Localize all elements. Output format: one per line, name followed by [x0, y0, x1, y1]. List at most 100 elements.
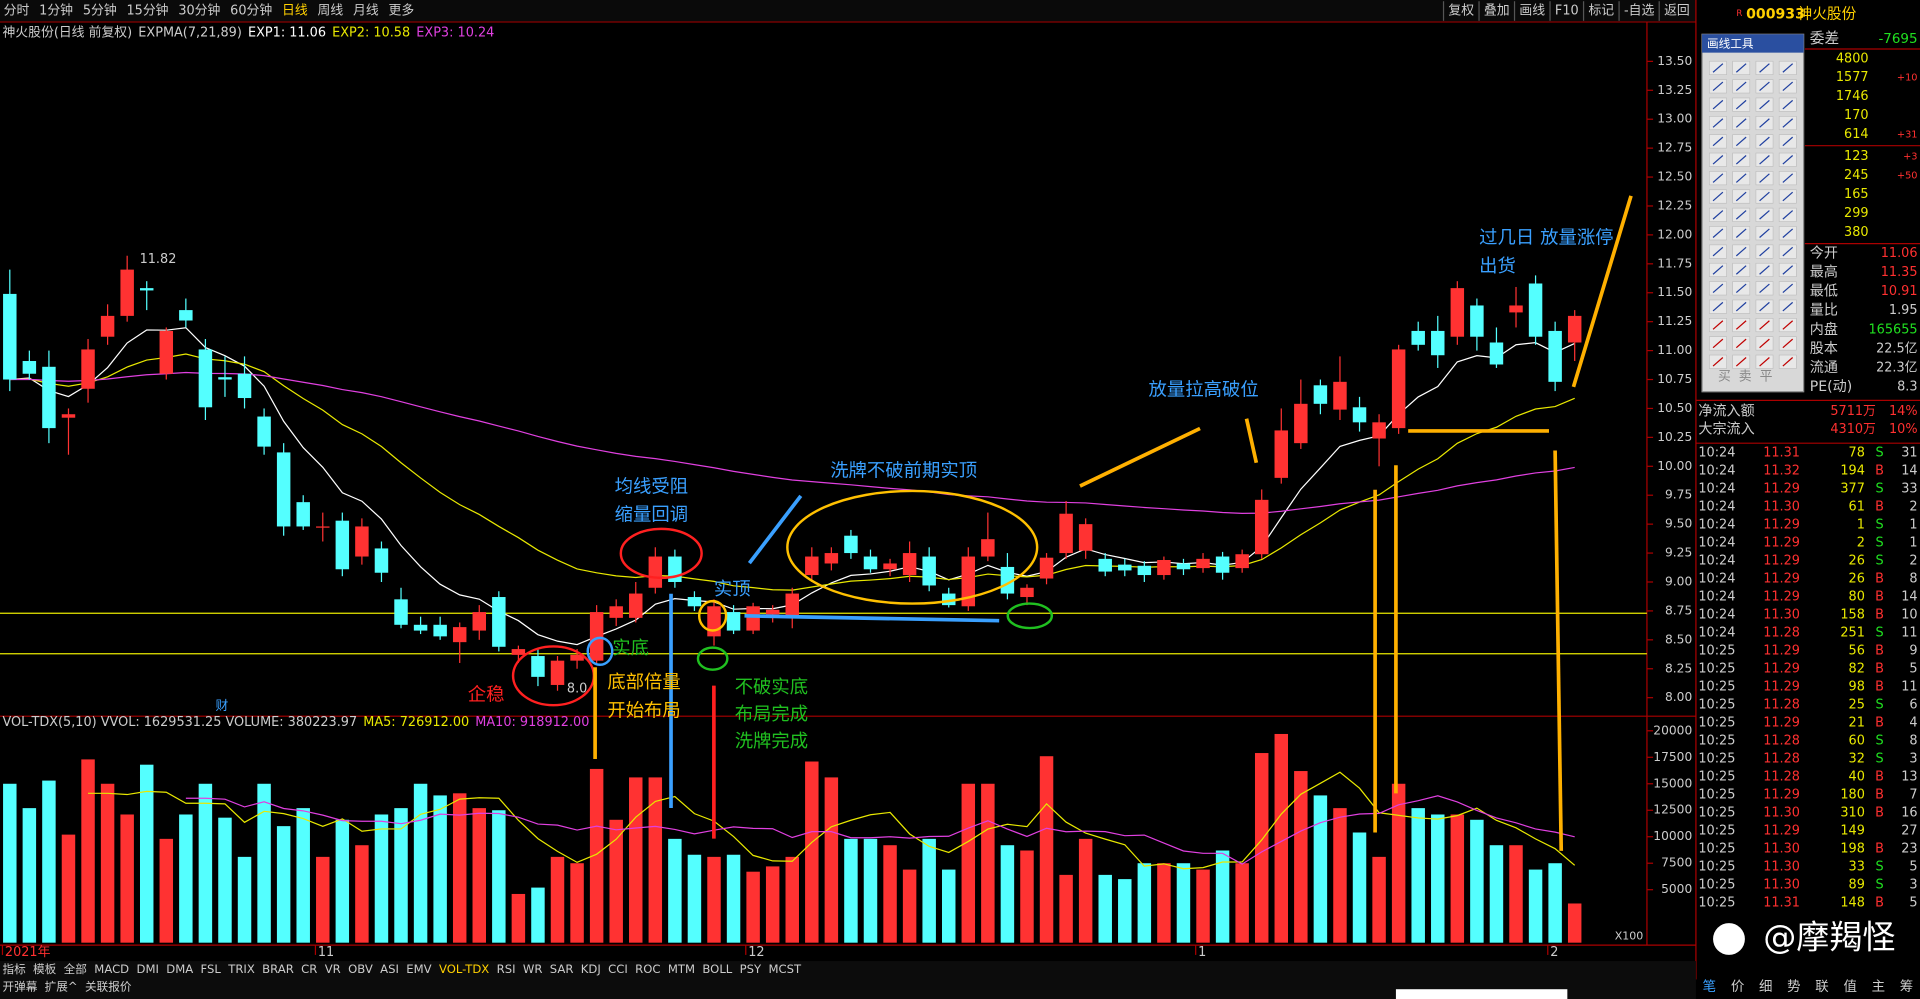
side-tab[interactable]: 价	[1731, 980, 1745, 995]
menu-item[interactable]: 画线	[1519, 4, 1545, 19]
volume-bar	[1411, 808, 1425, 943]
tab[interactable]: PSY	[740, 962, 762, 976]
tab[interactable]: SAR	[550, 962, 574, 976]
volume-bar	[1078, 838, 1093, 943]
tab[interactable]: WR	[523, 962, 543, 976]
tool-button[interactable]: 平	[1760, 370, 1773, 385]
menu-item[interactable]: F10	[1555, 4, 1579, 19]
menu-item[interactable]: 1分钟	[39, 3, 73, 19]
toolbox-title-bar	[1702, 34, 1804, 53]
tab[interactable]: 指标	[2, 962, 26, 976]
volume-bar	[942, 869, 956, 943]
tab[interactable]: MTM	[668, 962, 695, 976]
trade-count: 5	[1909, 661, 1917, 676]
volume-bar	[765, 866, 780, 943]
menu-item[interactable]: 叠加	[1484, 4, 1510, 19]
annotations: 均线受阻 缩量回调 洗牌不破前期实顶 放量拉高破位 过几日 放量涨停 出货 实顶…	[140, 228, 1614, 752]
flow-amount: 4310万	[1830, 422, 1876, 437]
menu-item[interactable]: 复权	[1448, 3, 1474, 19]
side-tab[interactable]: 笔	[1703, 979, 1716, 995]
stat-label: 最低	[1810, 284, 1838, 300]
side-tab[interactable]: 主	[1872, 979, 1885, 995]
trade-count: 14	[1901, 463, 1917, 478]
tab[interactable]: VR	[325, 962, 341, 976]
side-tab[interactable]: 细	[1759, 979, 1772, 995]
tab[interactable]: ROC	[635, 962, 660, 976]
tab[interactable]: MACD	[94, 962, 129, 976]
trade-price: 11.29	[1763, 823, 1800, 838]
side-tab[interactable]: 筹	[1900, 978, 1913, 995]
tab[interactable]: ASI	[380, 962, 399, 976]
tool-glyph	[1735, 283, 1747, 294]
tab[interactable]: KDJ	[581, 962, 601, 976]
volume-bar	[805, 761, 819, 943]
menu-item[interactable]: 日线	[282, 4, 308, 19]
volume-bar	[374, 814, 389, 943]
tool-glyph	[1759, 63, 1770, 73]
tool-glyph	[1759, 338, 1770, 349]
menu-item[interactable]: 返回	[1664, 4, 1690, 19]
tool-button[interactable]: 卖	[1739, 370, 1752, 385]
trade-count: 14	[1901, 589, 1917, 604]
legend-item: EXP3: 10.24	[416, 26, 494, 41]
side-tab[interactable]: 联	[1815, 979, 1828, 995]
tab[interactable]: OBV	[348, 962, 373, 976]
menu-item[interactable]: 月线	[353, 4, 379, 19]
trade-price: 11.30	[1763, 859, 1800, 874]
tool-button[interactable]: 买	[1718, 370, 1731, 385]
side-tab[interactable]: 势	[1787, 979, 1800, 995]
tab[interactable]: RSI	[497, 962, 516, 976]
tab[interactable]: VOL-TDX	[439, 962, 489, 976]
tab[interactable]: BRAR	[262, 962, 294, 976]
tab[interactable]: CR	[301, 962, 317, 976]
tab[interactable]: TRIX	[227, 962, 255, 976]
tab[interactable]: EMV	[406, 962, 431, 976]
y-tick-label: 8.75	[1665, 603, 1692, 617]
tab[interactable]: DMI	[137, 962, 159, 976]
tab[interactable]: MCST	[768, 962, 802, 976]
ob-change: +50	[1897, 171, 1918, 182]
legend-item: MA5: 726912.00	[363, 715, 469, 730]
candle-body	[1528, 283, 1543, 337]
tab[interactable]: DMA	[166, 962, 193, 976]
menu-item[interactable]: 周线	[317, 4, 343, 19]
trade-time: 10:25	[1698, 679, 1735, 694]
menu-item[interactable]: 更多	[388, 4, 414, 19]
ob-volume: 170	[1844, 108, 1869, 123]
tab[interactable]: CCI	[608, 962, 628, 976]
ob-change: +3	[1903, 152, 1917, 163]
menu-item[interactable]: 5分钟	[83, 3, 117, 19]
tab[interactable]: 全部	[64, 962, 88, 976]
y-tick-label: 9.25	[1665, 546, 1692, 560]
stat-value: 22.3亿	[1876, 361, 1918, 376]
tab[interactable]: FSL	[201, 962, 222, 976]
menu-item[interactable]: 标记	[1588, 4, 1614, 19]
trade-time: 10:25	[1698, 733, 1735, 748]
volume-bar	[276, 826, 291, 943]
volume-bar	[668, 838, 682, 943]
trade-count: 2	[1909, 553, 1917, 568]
tab[interactable]: 关联报价	[85, 979, 132, 993]
menu-item[interactable]: 60分钟	[230, 3, 272, 19]
tool-glyph	[1735, 301, 1747, 312]
volume-bar	[531, 887, 545, 943]
volume-bar	[1372, 856, 1386, 943]
tab[interactable]: 扩展^	[45, 979, 78, 993]
y-tick-label: 11.75	[1657, 256, 1692, 270]
tab[interactable]: 模板	[33, 962, 57, 976]
menu-item[interactable]: 分时	[4, 4, 30, 19]
trade-count: 3	[1909, 877, 1917, 892]
volume-bar	[746, 871, 760, 943]
menu-item[interactable]: -自选	[1624, 4, 1654, 19]
ob-volume: 1577	[1836, 70, 1869, 85]
tab[interactable]: 开弹幕	[2, 979, 37, 993]
trade-volume: 1	[1857, 517, 1865, 532]
trade-price: 11.29	[1763, 535, 1800, 550]
tool-glyph	[1759, 173, 1770, 183]
menu-item[interactable]: 30分钟	[178, 3, 220, 19]
trade-volume: 158	[1840, 607, 1865, 622]
side-tab[interactable]: 值	[1843, 979, 1856, 995]
menu-item[interactable]: 15分钟	[126, 3, 168, 19]
tab[interactable]: BOLL	[702, 962, 732, 976]
